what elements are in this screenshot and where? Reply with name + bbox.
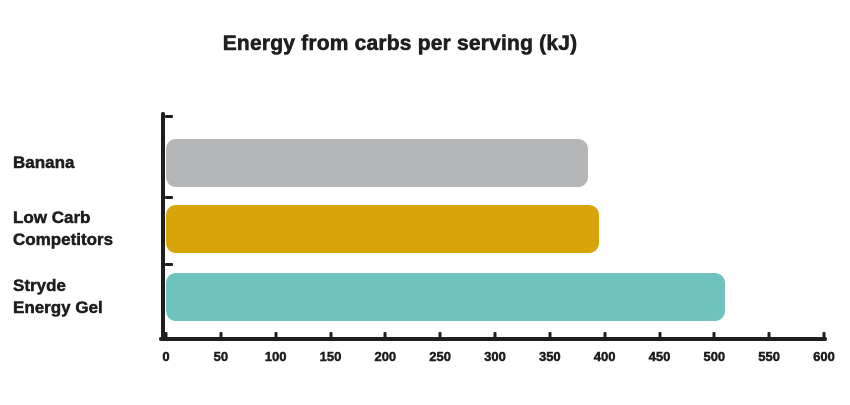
x-tick-mark <box>712 332 716 341</box>
x-tick-mark <box>383 332 387 341</box>
x-tick-mark <box>493 332 497 341</box>
category-label-line: Energy Gel <box>13 298 103 318</box>
bar-banana <box>166 139 588 187</box>
x-tick-mark <box>822 332 826 341</box>
x-tick-label: 400 <box>593 349 616 365</box>
x-tick-label: 300 <box>484 349 506 365</box>
x-tick-label: 200 <box>374 349 397 365</box>
x-tick-label: 150 <box>319 349 342 365</box>
x-tick-label: 350 <box>538 349 561 365</box>
x-tick-label: 0 <box>162 349 170 365</box>
x-tick-label: 600 <box>813 349 835 365</box>
x-tick-mark <box>658 332 661 341</box>
x-tick-label: 450 <box>648 349 671 365</box>
category-label-line: Low Carb <box>13 208 91 228</box>
x-tick-label: 100 <box>264 349 287 365</box>
category-label-line: Competitors <box>13 230 114 250</box>
category-label-line: Stryde <box>13 276 66 296</box>
plot-area <box>166 112 824 338</box>
y-axis-line <box>161 112 165 341</box>
x-tick-mark <box>767 332 771 341</box>
x-tick-label: 250 <box>429 349 452 365</box>
x-tick-mark <box>548 332 552 341</box>
y-tick-mark <box>165 115 173 118</box>
y-tick-mark <box>165 196 173 199</box>
x-tick-label: 550 <box>758 349 781 365</box>
x-tick-label: 500 <box>703 349 726 365</box>
category-label-banana: Banana <box>13 152 158 174</box>
x-tick-mark <box>164 332 168 341</box>
x-tick-mark <box>329 332 332 341</box>
category-label-stryde-energy-gel: Stryde Energy Gel <box>13 275 158 319</box>
x-tick-mark <box>219 332 223 341</box>
x-tick-mark <box>603 332 607 341</box>
x-axis-ticks: 0 50 100 150 200 250 300 350 400 450 500 550 600 <box>162 332 835 365</box>
y-tick-mark <box>165 263 173 266</box>
category-label-low-carb-competitors: Low Carb Competitors <box>13 207 158 251</box>
x-tick-mark <box>438 332 442 341</box>
x-tick-label: 50 <box>213 349 229 365</box>
x-tick-mark <box>274 332 278 341</box>
x-axis-line <box>159 337 827 341</box>
chart-title: Energy from carbs per serving (kJ) <box>222 32 578 56</box>
bar-stryde-energy-gel <box>166 273 725 321</box>
category-label-line: Banana <box>13 153 75 173</box>
bar-low-carb-competitors <box>166 205 599 253</box>
